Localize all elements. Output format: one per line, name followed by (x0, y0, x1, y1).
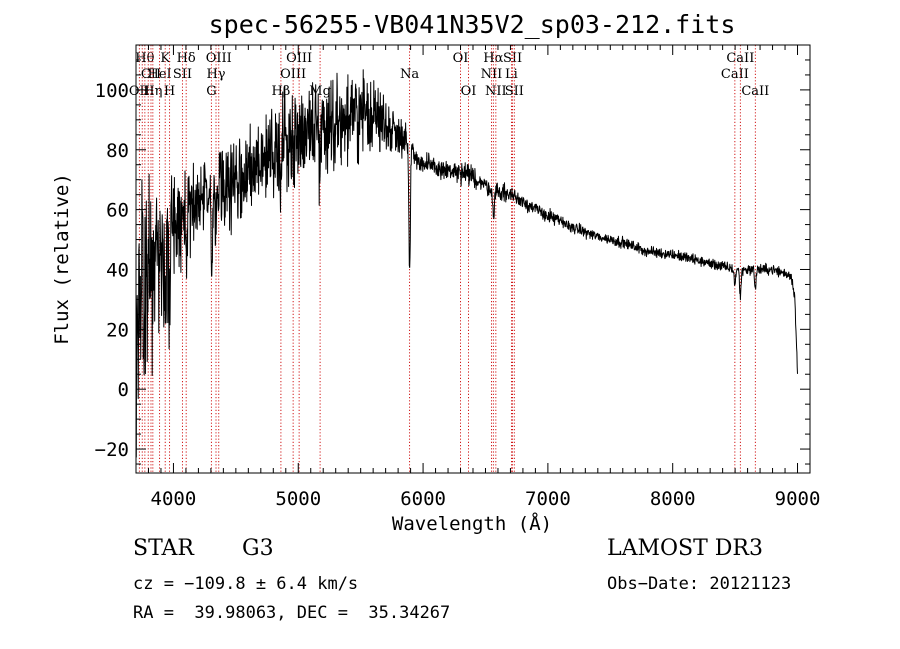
line-marker-label: Na (400, 67, 419, 82)
y-tick-label: 20 (106, 319, 129, 341)
line-marker-label: OI (461, 84, 477, 99)
y-tick-label: 0 (118, 379, 129, 401)
object-class: G3 (242, 536, 274, 561)
line-marker-label: CaII (721, 67, 749, 82)
line-marker-label: G (206, 84, 216, 99)
x-tick-label: 5000 (275, 488, 321, 510)
line-marker-label: CII (141, 67, 161, 82)
line-marker-label: OIII (206, 51, 232, 66)
chart-title: spec-56255-VB041N35V2_sp03-212.fits (209, 10, 736, 39)
y-tick-label: 100 (95, 80, 129, 102)
survey-name: LAMOST DR3 (607, 536, 763, 561)
line-marker-label: SII (173, 67, 192, 82)
y-axis-label: Flux (relative) (51, 173, 73, 345)
y-tick-label: 80 (106, 140, 129, 162)
x-tick-label: 4000 (151, 488, 197, 510)
line-marker-label: K (160, 51, 170, 66)
line-marker-label: Hα (483, 51, 503, 66)
line-marker-label: Li (505, 67, 518, 82)
line-marker-label: Hβ (271, 84, 290, 99)
line-marker-label: Hγ (206, 67, 225, 82)
x-tick-labels: 4000 5000 6000 7000 8000 9000 (151, 488, 821, 510)
line-marker-label: OI (453, 51, 469, 66)
line-marker-label: Hη (143, 84, 162, 99)
spectrum-line (135, 69, 798, 458)
line-marker-label: HeI (148, 67, 172, 82)
x-tick-label: 8000 (650, 488, 696, 510)
line-marker-label: SII (503, 51, 522, 66)
line-marker-label: OIII (280, 67, 306, 82)
line-marker-label: CaII (726, 51, 754, 66)
line-marker-label: OIII (286, 51, 312, 66)
line-marker-label: NII (485, 84, 507, 99)
obs-date: Obs−Date: 20121123 (607, 574, 792, 594)
line-marker-label: Mg (309, 84, 331, 99)
ra-dec: RA = 39.98063, DEC = 35.34267 (133, 603, 451, 623)
y-tick-labels: −20 0 20 40 60 80 100 (95, 80, 129, 461)
line-marker-label: CaII (741, 84, 769, 99)
line-marker-label: Hθ (135, 51, 154, 66)
redshift-cz: cz = −109.8 ± 6.4 km/s (133, 574, 359, 594)
line-marker-label: H (164, 84, 175, 99)
line-markers: OIIHθCIIHηHeIKHSIIHδGHγOIIIHβOIIIOIIIMgN… (129, 45, 769, 473)
object-type: STAR (133, 536, 194, 561)
line-marker-label: NII (481, 67, 503, 82)
line-marker-label: Hδ (177, 51, 196, 66)
x-tick-label: 7000 (525, 488, 571, 510)
line-marker-label: SII (505, 84, 524, 99)
y-tick-label: 40 (106, 259, 129, 281)
x-tick-label: 6000 (400, 488, 446, 510)
axis-ticks (135, 44, 811, 473)
y-tick-label: 60 (106, 200, 129, 222)
y-tick-label: −20 (95, 439, 129, 461)
x-axis-label: Wavelength (Å) (392, 512, 552, 535)
x-tick-label: 9000 (775, 488, 821, 510)
